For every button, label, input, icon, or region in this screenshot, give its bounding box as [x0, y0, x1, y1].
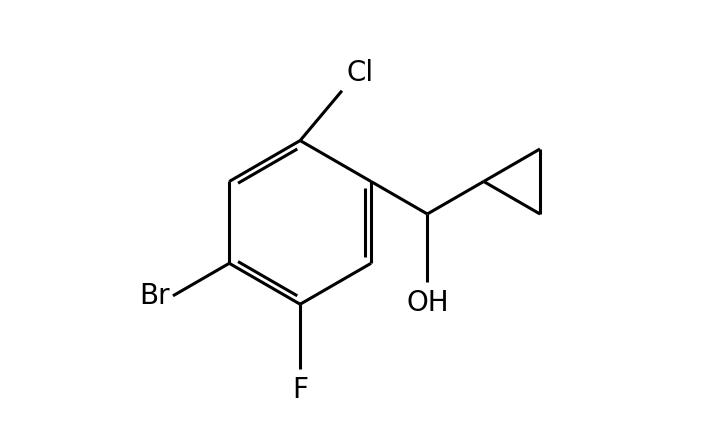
Text: OH: OH	[406, 288, 448, 317]
Text: Cl: Cl	[347, 59, 374, 86]
Text: F: F	[292, 376, 308, 404]
Text: Br: Br	[139, 282, 170, 310]
